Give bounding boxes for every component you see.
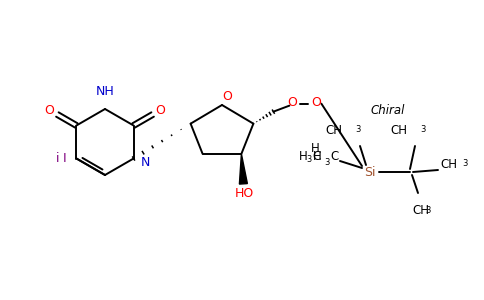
Text: O: O [222,91,232,103]
Text: CH: CH [325,124,342,136]
Text: NH: NH [96,85,114,98]
Text: H: H [311,142,320,155]
Text: H: H [313,151,322,164]
Text: CH: CH [390,124,407,136]
Text: O: O [155,103,166,116]
Text: 3: 3 [355,125,361,134]
Text: O: O [45,103,55,116]
Text: CH: CH [412,205,429,218]
Text: O: O [287,96,297,109]
Text: 3: 3 [324,158,330,167]
Text: i: i [56,152,60,165]
Text: HO: HO [235,187,254,200]
Text: 3: 3 [420,125,425,134]
Text: C: C [330,149,338,163]
Text: I: I [63,152,66,165]
Text: CH: CH [440,158,457,170]
Text: Chiral: Chiral [371,103,405,116]
Text: 3: 3 [462,159,468,168]
Text: O: O [311,96,321,109]
Text: $\mathregular{H_3C}$: $\mathregular{H_3C}$ [298,149,322,164]
Text: N: N [140,156,150,169]
Text: 3: 3 [425,206,430,215]
Text: Si: Si [364,166,376,178]
Polygon shape [240,154,247,184]
